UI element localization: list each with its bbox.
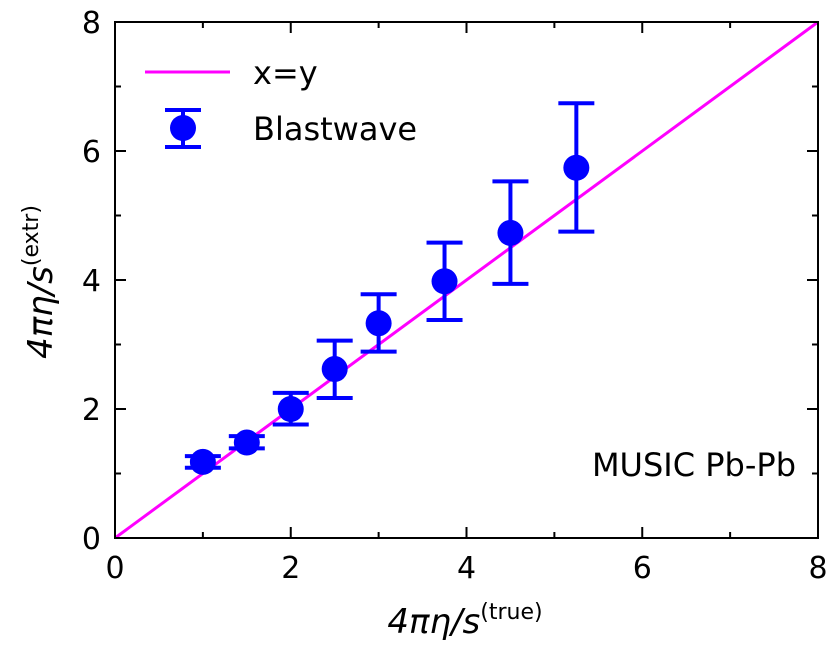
x-tick-label: 4 <box>457 551 476 586</box>
data-point <box>189 448 216 475</box>
legend-errorbar-swatch <box>165 108 201 149</box>
plot-frame <box>114 21 819 539</box>
y-tick-label: 6 <box>82 135 101 170</box>
x-axis-label-main: 4πη/s <box>387 602 480 642</box>
annotation-label: MUSIC Pb-Pb <box>592 446 796 484</box>
data-point <box>233 429 260 456</box>
y-tick-label: 2 <box>82 393 101 428</box>
x-axis-label-sup: (true) <box>480 600 542 625</box>
x-axis-label: 4πη/s(true) <box>387 600 542 642</box>
data-point <box>563 154 590 181</box>
legend: x=y Blastwave <box>145 54 417 149</box>
series-layer <box>114 20 819 540</box>
x-tick-label: 0 <box>105 551 124 586</box>
y-tick-label: 4 <box>82 264 101 299</box>
y-axis-label-main: 4πη/s <box>21 266 61 359</box>
data-point <box>431 268 458 295</box>
ticks-layer: 0 2 4 6 8 0 2 4 6 8 <box>82 6 828 586</box>
x-tick-label: 8 <box>808 551 827 586</box>
series-line-x-equals-y <box>114 20 819 540</box>
data-point <box>497 219 524 246</box>
legend-label-blastwave: Blastwave <box>253 110 417 148</box>
x-tick-label: 6 <box>633 551 652 586</box>
data-point <box>365 310 392 337</box>
y-axis-label-sup: (extr) <box>19 205 44 266</box>
x-tick-label: 2 <box>281 551 300 586</box>
data-point <box>277 396 304 422</box>
y-tick-label: 8 <box>82 6 101 41</box>
data-point <box>321 356 348 383</box>
y-tick-label: 0 <box>82 522 101 557</box>
y-axis-label: 4πη/s(extr) <box>19 205 61 359</box>
legend-label-line: x=y <box>253 54 318 92</box>
